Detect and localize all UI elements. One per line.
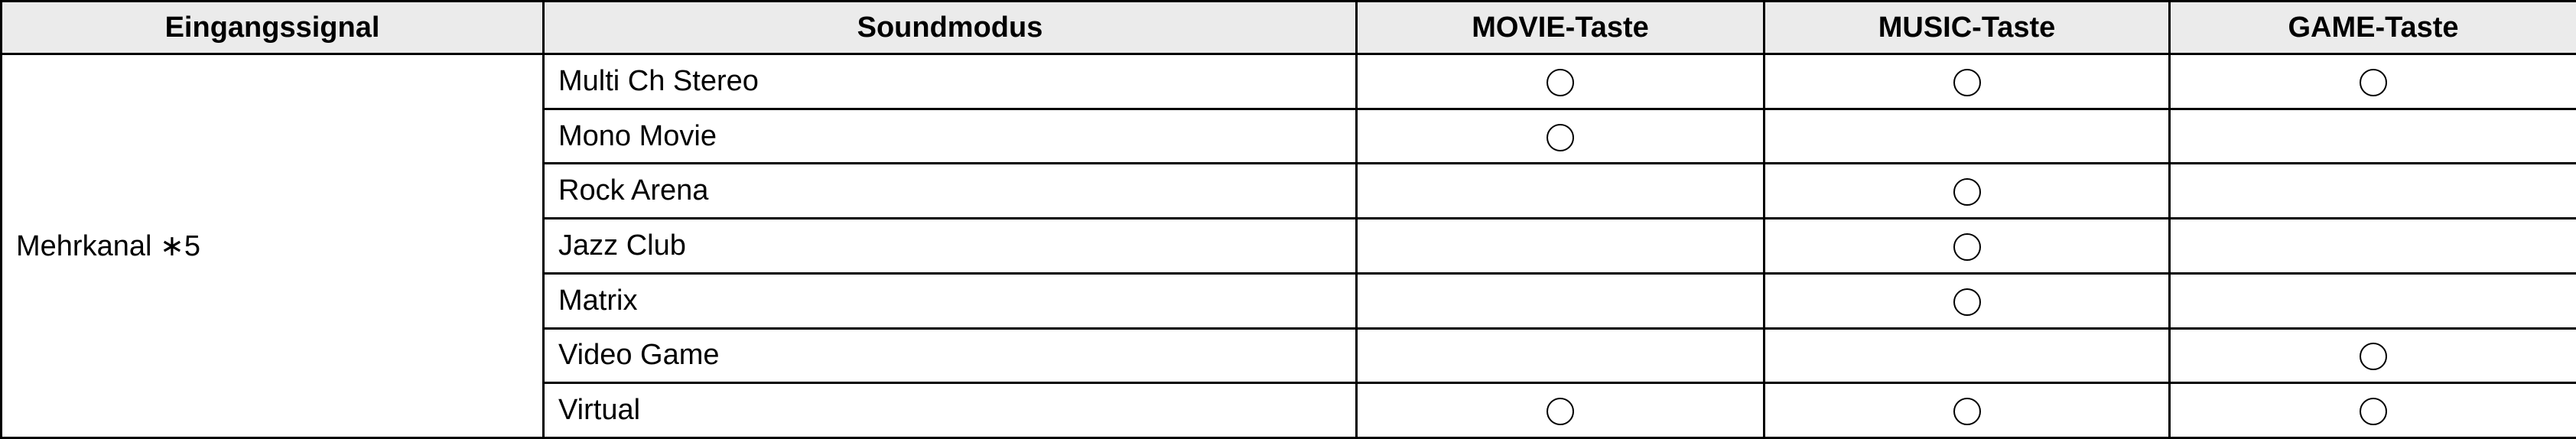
table-row: Mehrkanal ∗5 Multi Ch Stereo bbox=[0, 53, 2576, 439]
sound-mode-cell: Mono Movie bbox=[542, 107, 1358, 165]
circle-icon bbox=[1547, 68, 1574, 96]
music-taste-cell bbox=[1763, 217, 2171, 275]
table-row: Jazz Club bbox=[2, 217, 2576, 275]
music-taste-cell bbox=[1763, 382, 2171, 439]
circle-icon bbox=[2360, 68, 2387, 96]
movie-taste-cell bbox=[1355, 217, 1765, 275]
header-row: Eingangssignal Soundmodus MOVIE-Taste MU… bbox=[0, 0, 2576, 55]
movie-taste-cell bbox=[1355, 162, 1765, 220]
music-taste-cell bbox=[1763, 272, 2171, 330]
music-taste-cell bbox=[1763, 327, 2171, 385]
table-row: Matrix bbox=[2, 272, 2576, 330]
circle-icon bbox=[2360, 343, 2387, 371]
header-game-taste: GAME-Taste bbox=[2168, 0, 2576, 55]
header-movie-taste: MOVIE-Taste bbox=[1355, 0, 1765, 55]
circle-icon bbox=[1953, 288, 1981, 316]
music-taste-cell bbox=[1763, 53, 2171, 110]
movie-taste-cell bbox=[1355, 272, 1765, 330]
sound-mode-cell: Jazz Club bbox=[542, 217, 1358, 275]
game-taste-cell bbox=[2168, 53, 2576, 110]
sound-mode-cell: Matrix bbox=[542, 272, 1358, 330]
circle-icon bbox=[1547, 398, 1574, 426]
circle-icon bbox=[2360, 398, 2387, 426]
sound-mode-cell: Rock Arena bbox=[542, 162, 1358, 220]
sound-mode-cell: Multi Ch Stereo bbox=[542, 53, 1358, 110]
game-taste-cell bbox=[2168, 107, 2576, 165]
game-taste-cell bbox=[2168, 382, 2576, 439]
music-taste-cell bbox=[1763, 107, 2171, 165]
table-row: Rock Arena bbox=[2, 162, 2576, 220]
game-taste-cell bbox=[2168, 327, 2576, 385]
input-signal-cell: Mehrkanal ∗5 bbox=[0, 53, 545, 439]
circle-icon bbox=[1953, 233, 1981, 261]
sound-mode-cell: Virtual bbox=[542, 382, 1358, 439]
circle-icon bbox=[1547, 123, 1574, 151]
table-row: Virtual bbox=[2, 382, 2576, 439]
sound-mode-cell: Video Game bbox=[542, 327, 1358, 385]
game-taste-cell bbox=[2168, 217, 2576, 275]
table-row: Mono Movie bbox=[2, 107, 2576, 165]
movie-taste-cell bbox=[1355, 382, 1765, 439]
circle-icon bbox=[1953, 178, 1981, 206]
game-taste-cell bbox=[2168, 162, 2576, 220]
circle-icon bbox=[1953, 68, 1981, 96]
game-taste-cell bbox=[2168, 272, 2576, 330]
movie-taste-cell bbox=[1355, 107, 1765, 165]
table-row: Video Game bbox=[2, 327, 2576, 385]
header-soundmodus: Soundmodus bbox=[542, 0, 1358, 55]
circle-icon bbox=[1953, 398, 1981, 426]
header-eingangssignal: Eingangssignal bbox=[0, 0, 545, 55]
music-taste-cell bbox=[1763, 162, 2171, 220]
movie-taste-cell bbox=[1355, 53, 1765, 110]
header-music-taste: MUSIC-Taste bbox=[1763, 0, 2171, 55]
movie-taste-cell bbox=[1355, 327, 1765, 385]
